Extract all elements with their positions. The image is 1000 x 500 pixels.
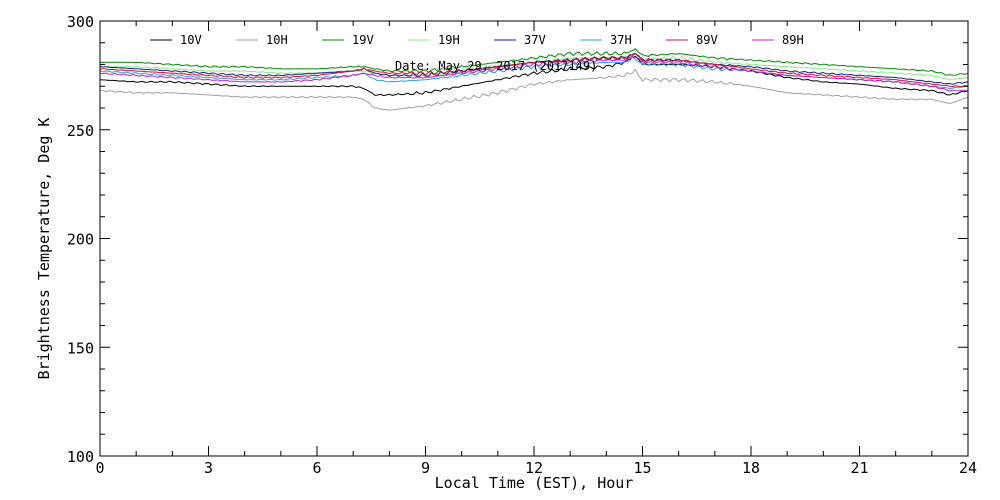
legend-label-10h: 10H — [266, 33, 288, 47]
tick-layer: 0 3 6 9 12 15 18 21 24 100 150 200 250 300 — [67, 13, 977, 477]
y-tick-label: 150 — [67, 339, 94, 357]
legend: 10V 10H 19V 19H 37V 37H 89V 89H — [150, 33, 804, 47]
x-tick-label: 24 — [959, 459, 977, 477]
series-line-89v — [99, 53, 969, 88]
legend-label-37h: 37H — [610, 33, 632, 47]
series-line-89h — [99, 55, 968, 92]
x-axis-label: Local Time (EST), Hour — [435, 474, 634, 492]
date-label: Date: May 29, 2017 (2017149) — [395, 59, 597, 73]
series-line-10v — [99, 55, 969, 97]
series-line-10h — [99, 68, 969, 111]
y-tick-label: 300 — [67, 13, 94, 31]
x-tick-label: 3 — [204, 459, 213, 477]
y-tick-label: 100 — [67, 448, 94, 466]
y-tick-label: 200 — [67, 231, 94, 249]
legend-label-37v: 37V — [524, 33, 546, 47]
legend-label-89h: 89H — [782, 33, 804, 47]
x-tick-label: 21 — [850, 459, 868, 477]
series-line-19h — [99, 52, 969, 81]
x-tick-label: 9 — [421, 459, 430, 477]
x-tick-label: 15 — [633, 459, 651, 477]
series-line-19v — [99, 48, 969, 76]
x-tick-label: 0 — [95, 459, 104, 477]
x-tick-label: 12 — [525, 459, 543, 477]
legend-label-19v: 19V — [352, 33, 374, 47]
y-tick-label: 250 — [67, 122, 94, 140]
x-tick-label: 6 — [312, 459, 321, 477]
x-tick-label: 18 — [742, 459, 760, 477]
legend-label-89v: 89V — [696, 33, 718, 47]
legend-label-19h: 19H — [438, 33, 460, 47]
series-layer — [99, 48, 969, 111]
y-axis-label: Brightness Temperature, Deg K — [35, 118, 53, 380]
legend-label-10v: 10V — [180, 33, 202, 47]
